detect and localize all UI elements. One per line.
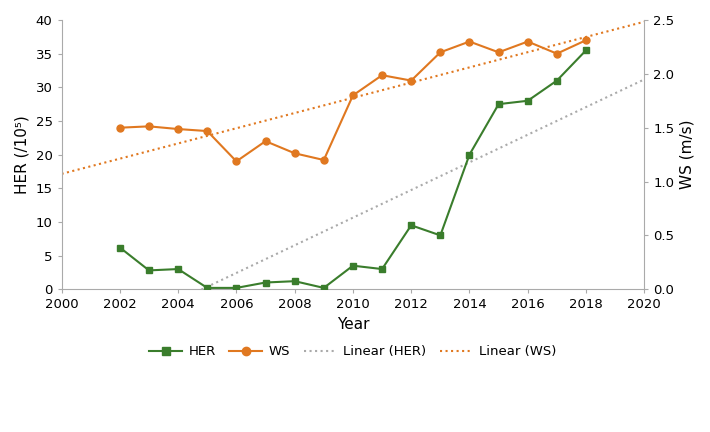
Y-axis label: HER (/10⁵): HER (/10⁵) [15,115,30,194]
Legend: HER, WS, Linear (HER), Linear (WS): HER, WS, Linear (HER), Linear (WS) [144,340,562,363]
X-axis label: Year: Year [337,317,369,332]
Y-axis label: WS (m/s): WS (m/s) [680,120,695,189]
